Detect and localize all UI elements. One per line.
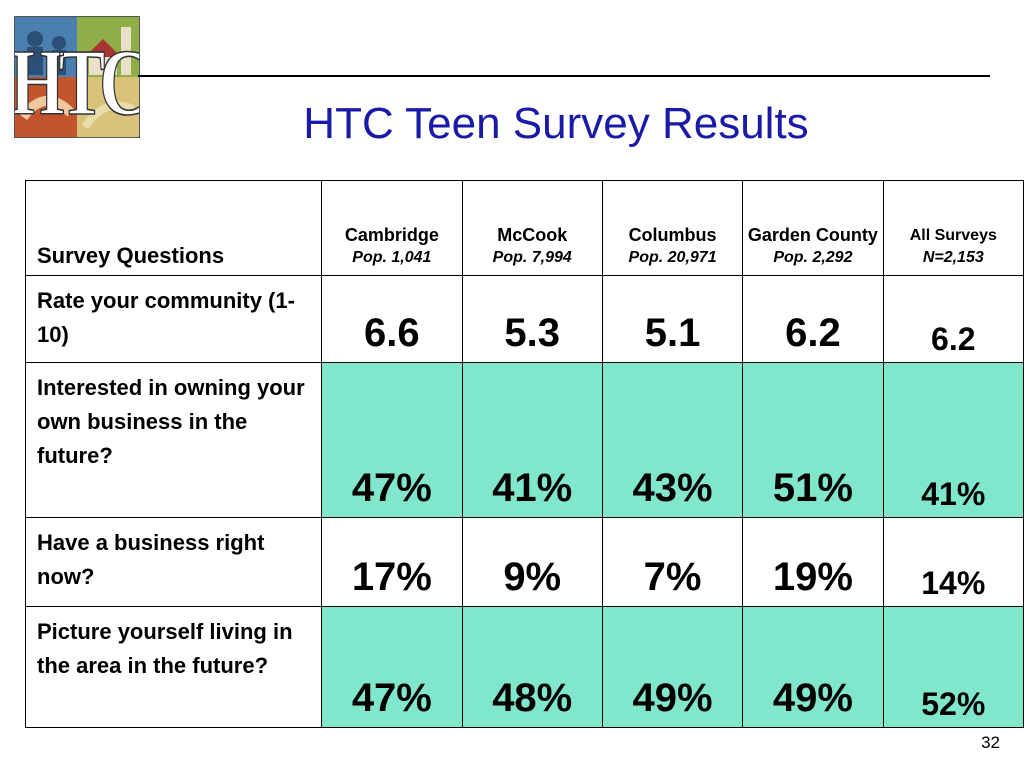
column-name: Garden County	[747, 225, 878, 245]
column-header-mccook: McCook Pop. 7,994	[461, 180, 603, 276]
value-cell: 52%	[882, 606, 1024, 728]
svg-text:HTC: HTC	[15, 30, 139, 135]
value-cell: 47%	[321, 362, 463, 518]
survey-results-table: Survey Questions Cambridge Pop. 1,041 Mc…	[24, 180, 1024, 728]
column-pop: Pop. 7,994	[492, 249, 572, 266]
column-header-all-surveys: All Surveys N=2,153	[882, 180, 1024, 276]
question-cell: Have a business right now?	[24, 517, 323, 607]
value-cell: 5.1	[601, 275, 744, 363]
value-cell: 41%	[461, 362, 603, 518]
column-pop: Pop. 2,292	[773, 249, 853, 266]
value-cell: 9%	[461, 517, 603, 607]
title-rule	[138, 75, 990, 77]
value-cell: 6.2	[742, 275, 884, 363]
column-header-columbus: Columbus Pop. 20,971	[601, 180, 744, 276]
question-cell: Picture yourself living in the area in t…	[24, 606, 323, 728]
value-cell: 19%	[742, 517, 884, 607]
table-row: Interested in owning your own business i…	[24, 362, 1024, 518]
table-row: Rate your community (1-10) 6.6 5.3 5.1 6…	[24, 275, 1024, 363]
value-cell: 6.2	[882, 275, 1024, 363]
column-name: McCook	[497, 225, 568, 245]
question-cell: Interested in owning your own business i…	[24, 362, 323, 518]
page-number: 32	[981, 733, 1000, 752]
column-header-cambridge: Cambridge Pop. 1,041	[321, 180, 463, 276]
value-cell: 5.3	[461, 275, 603, 363]
table-row: Picture yourself living in the area in t…	[24, 606, 1024, 728]
value-cell: 6.6	[321, 275, 463, 363]
column-header-garden-county: Garden County Pop. 2,292	[742, 180, 884, 276]
column-name: Cambridge	[344, 225, 439, 245]
value-cell: 49%	[601, 606, 744, 728]
value-cell: 48%	[461, 606, 603, 728]
htc-logo: HTC	[14, 16, 140, 138]
table-row: Have a business right now? 17% 9% 7% 19%…	[24, 517, 1024, 607]
value-cell: 49%	[742, 606, 884, 728]
value-cell: 51%	[742, 362, 884, 518]
slide-title: HTC Teen Survey Results	[303, 99, 809, 148]
column-pop: N=2,153	[922, 249, 984, 266]
table-header-row: Survey Questions Cambridge Pop. 1,041 Mc…	[24, 180, 1024, 276]
value-cell: 41%	[882, 362, 1024, 518]
column-name: Columbus	[628, 225, 717, 245]
value-cell: 14%	[882, 517, 1024, 607]
question-column-header: Survey Questions	[24, 180, 323, 276]
question-cell: Rate your community (1-10)	[24, 275, 323, 363]
column-name: All Surveys	[909, 227, 997, 244]
value-cell: 47%	[321, 606, 463, 728]
column-pop: Pop. 1,041	[352, 249, 432, 266]
value-cell: 7%	[601, 517, 744, 607]
value-cell: 43%	[601, 362, 744, 518]
value-cell: 17%	[321, 517, 463, 607]
column-pop: Pop. 20,971	[628, 249, 717, 266]
